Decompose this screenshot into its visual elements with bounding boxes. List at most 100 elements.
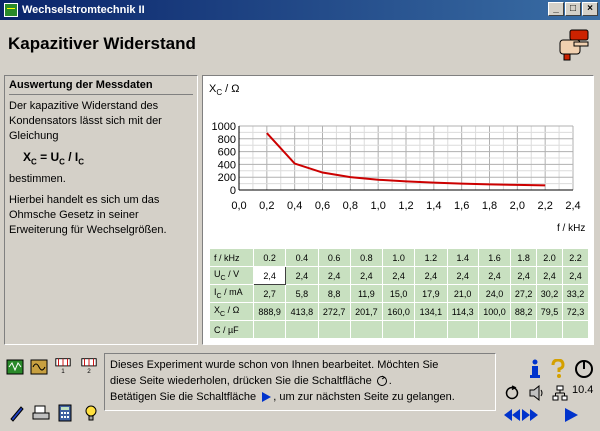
row-header: C / µF <box>209 320 254 339</box>
table-cell: 2.0 <box>536 248 564 267</box>
previous-next-arrows-icon[interactable] <box>502 407 540 423</box>
table-row: C / µF <box>209 320 589 339</box>
table-cell[interactable]: 2,4 <box>510 266 538 285</box>
print-icon[interactable] <box>32 404 50 422</box>
calculator-icon[interactable] <box>56 404 74 422</box>
row-header: IC / mA <box>209 284 254 303</box>
table-cell[interactable]: 2,4 <box>446 266 479 285</box>
table-cell: 5,8 <box>285 284 319 303</box>
tool-icons: 1 2 <box>4 354 104 426</box>
table-cell[interactable]: 2,4 <box>252 266 287 285</box>
meter-2-icon[interactable]: 2 <box>80 356 98 374</box>
table-cell <box>252 320 287 339</box>
data-panel: XC / Ω 0 200 400 600 800 1000 0,0 0,2 0,4 0,6 0,8… <box>202 75 594 345</box>
repeat-icon[interactable] <box>504 385 520 401</box>
pen-icon[interactable] <box>8 404 26 422</box>
explanation-text-2: bestimmen. <box>9 173 66 186</box>
x-axis-label: f / kHz <box>557 223 585 234</box>
close-button[interactable]: × <box>582 2 598 16</box>
row-header: XC / Ω <box>209 302 254 321</box>
table-cell <box>381 320 416 339</box>
x-tick-label: 1,0 <box>371 200 386 212</box>
x-tick-label: 0,4 <box>287 200 302 212</box>
table-cell: 413,8 <box>285 302 319 321</box>
x-tick-label: 2,0 <box>510 200 525 212</box>
table-cell: 0.4 <box>285 248 319 267</box>
x-tick-label: 1,8 <box>482 200 497 212</box>
table-cell <box>285 320 319 339</box>
table-cell: 79,5 <box>536 302 564 321</box>
row-header: UC / V <box>209 266 254 285</box>
lightbulb-icon[interactable] <box>82 404 100 422</box>
x-tick-label: 0,6 <box>315 200 330 212</box>
y-tick-label: 400 <box>218 159 236 171</box>
message-line-2: diese Seite wiederholen, drücken Sie die… <box>110 375 392 387</box>
maximize-button[interactable]: □ <box>565 2 581 16</box>
table-cell[interactable]: 2,4 <box>414 266 448 285</box>
table-cell: 201,7 <box>349 302 384 321</box>
y-tick-label: 200 <box>218 172 236 184</box>
next-page-icon[interactable] <box>562 407 580 423</box>
svg-text:1: 1 <box>61 368 65 374</box>
table-cell: 27,2 <box>510 284 538 303</box>
table-cell[interactable]: 2,4 <box>381 266 416 285</box>
table-cell <box>510 320 538 339</box>
table-cell: 0.6 <box>317 248 351 267</box>
table-cell: 8,8 <box>317 284 351 303</box>
help-icon[interactable] <box>550 359 566 379</box>
y-axis-label: XC / Ω <box>209 83 240 97</box>
table-cell: 888,9 <box>252 302 287 321</box>
table-cell <box>446 320 479 339</box>
page-title: Kapazitiver Widerstand <box>8 34 196 53</box>
y-tick-label: 1000 <box>212 121 236 133</box>
x-tick-label: 1,4 <box>426 200 441 212</box>
table-cell: 2,7 <box>252 284 287 303</box>
svg-text:2: 2 <box>87 368 91 374</box>
table-cell: 134,1 <box>414 302 448 321</box>
message-line-3: Betätigen Sie die Schaltfläche , um zur … <box>110 391 455 403</box>
table-cell: 30,2 <box>536 284 564 303</box>
minimize-button[interactable]: _ <box>548 2 564 16</box>
status-message: Dieses Experiment wurde schon von Ihnen … <box>104 353 496 411</box>
table-cell: 0.2 <box>252 248 287 267</box>
oscilloscope-icon[interactable] <box>6 358 24 376</box>
table-row: UC / V 2,4 2,4 2,4 2,4 2,4 2,4 2,4 2,4 2,4 2,4 2,4 <box>209 266 589 285</box>
meter-1-icon[interactable]: 1 <box>54 356 72 374</box>
window-titlebar: Wechselstromtechnik II _ □ × <box>0 0 600 20</box>
table-cell[interactable]: 2,4 <box>317 266 351 285</box>
table-cell <box>317 320 351 339</box>
hand-logo-icon[interactable] <box>556 26 592 62</box>
table-cell[interactable]: 2,4 <box>562 266 589 285</box>
table-cell[interactable]: 2,4 <box>477 266 512 285</box>
table-cell[interactable]: 2,4 <box>285 266 319 285</box>
speaker-icon[interactable] <box>528 385 546 401</box>
table-cell: 72,3 <box>562 302 589 321</box>
message-line-1: Dieses Experiment wurde schon von Ihnen … <box>110 359 439 371</box>
x-tick-label: 2,4 <box>565 200 580 212</box>
explanation-text-1: Der kapazitive Widerstand des Kondensato… <box>9 100 162 142</box>
table-cell: 1.6 <box>477 248 512 267</box>
x-tick-label: 2,2 <box>538 200 553 212</box>
table-cell <box>477 320 512 339</box>
table-cell: 1.4 <box>446 248 479 267</box>
explanation-text-3: Hierbei handelt es sich um das Ohmsche G… <box>9 194 167 237</box>
table-cell: 1.0 <box>381 248 416 267</box>
formula: XC = UC / IC <box>23 150 85 167</box>
info-icon[interactable] <box>528 359 542 379</box>
sitemap-icon[interactable] <box>552 385 568 401</box>
x-tick-label: 1,6 <box>454 200 469 212</box>
window-controls: _ □ × <box>548 2 598 16</box>
table-cell: 2.2 <box>562 248 589 267</box>
table-cell: 11,9 <box>349 284 384 303</box>
table-cell <box>349 320 384 339</box>
page-number: 10.4 <box>572 384 594 396</box>
x-tick-label: 0,2 <box>259 200 274 212</box>
window-title: Wechselstromtechnik II <box>22 4 145 16</box>
generator-icon[interactable] <box>30 358 48 376</box>
table-cell <box>536 320 564 339</box>
table-cell[interactable]: 2,4 <box>349 266 384 285</box>
table-cell[interactable]: 2,4 <box>536 266 564 285</box>
table-cell: 21,0 <box>446 284 479 303</box>
exit-icon[interactable] <box>574 359 594 379</box>
